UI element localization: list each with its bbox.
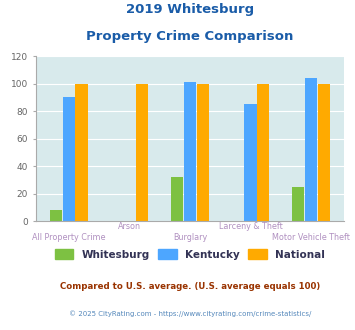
Legend: Whitesburg, Kentucky, National: Whitesburg, Kentucky, National [55, 249, 325, 260]
Text: 2019 Whitesburg: 2019 Whitesburg [126, 3, 254, 16]
Text: © 2025 CityRating.com - https://www.cityrating.com/crime-statistics/: © 2025 CityRating.com - https://www.city… [69, 310, 311, 317]
Bar [184, 82, 196, 221]
Bar [171, 177, 183, 221]
Text: Property Crime Comparison: Property Crime Comparison [86, 30, 294, 43]
Bar [63, 97, 75, 221]
Bar [50, 210, 62, 221]
Bar [305, 78, 317, 221]
Bar [318, 83, 330, 221]
Bar [76, 83, 88, 221]
Text: Compared to U.S. average. (U.S. average equals 100): Compared to U.S. average. (U.S. average … [60, 282, 320, 291]
Bar [136, 83, 148, 221]
Bar [292, 187, 304, 221]
Bar [245, 104, 257, 221]
Bar [257, 83, 269, 221]
Bar [197, 83, 209, 221]
